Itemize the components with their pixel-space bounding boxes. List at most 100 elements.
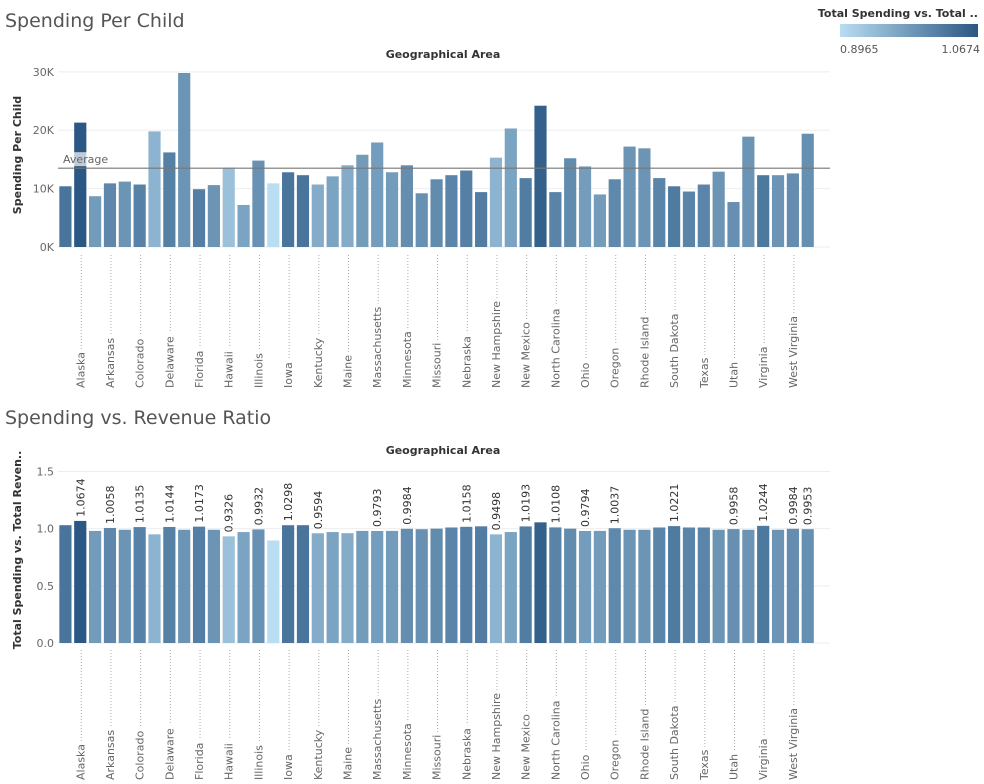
bar	[638, 529, 651, 643]
data-label: 1.0144	[163, 484, 176, 523]
bar	[727, 202, 740, 247]
x-tick-label: Virginia	[757, 347, 770, 388]
bar	[653, 178, 666, 247]
x-tick-label: Delaware	[163, 336, 176, 388]
legend-title: Total Spending vs. Total ..	[818, 7, 978, 20]
data-label: 0.9958	[728, 487, 741, 526]
data-label: 0.9594	[312, 491, 325, 530]
bar	[668, 526, 681, 643]
data-label: 1.0108	[549, 485, 562, 524]
bar	[59, 525, 72, 643]
data-label: 1.0158	[460, 484, 473, 523]
x-tick-label: Nebraska	[460, 728, 473, 780]
x-tick-label: South Dakota	[668, 314, 681, 388]
bar	[742, 529, 755, 643]
bar	[103, 183, 117, 247]
data-label: 0.9498	[490, 492, 503, 531]
bar	[653, 527, 666, 643]
bar	[519, 178, 532, 247]
bar	[89, 530, 102, 643]
bar	[712, 529, 725, 643]
data-label: 0.9793	[371, 488, 384, 527]
x-tick-label: Oregon	[609, 348, 622, 388]
data-label: 0.9984	[401, 486, 414, 525]
x-tick-label: Virginia	[757, 739, 770, 780]
bar	[771, 529, 785, 643]
x-axis-title: Geographical Area	[386, 48, 501, 61]
bar	[534, 522, 547, 643]
bar	[623, 529, 636, 643]
x-tick-label: Florida	[193, 351, 206, 388]
y-axis-title: Spending Per Child	[11, 96, 24, 214]
y-tick-label: 10K	[33, 183, 55, 196]
bar	[801, 529, 814, 643]
x-tick-label: Illinois	[252, 745, 265, 780]
bar	[311, 533, 324, 643]
y-tick-label: 0.0	[37, 637, 55, 650]
x-tick-label: Arkansas	[104, 338, 117, 388]
x-tick-label: Alaska	[74, 352, 87, 388]
bar	[682, 191, 696, 247]
x-tick-label: North Carolina	[549, 308, 562, 388]
bar	[163, 526, 176, 643]
bar	[385, 530, 399, 643]
bar	[742, 136, 755, 247]
x-tick-label: New Mexico	[520, 322, 533, 388]
bar	[549, 527, 562, 643]
bar	[326, 532, 339, 643]
x-tick-label: Kentucky	[312, 729, 325, 780]
x-tick-label: Colorado	[134, 339, 147, 388]
x-tick-label: Nebraska	[460, 336, 473, 388]
bar	[371, 530, 384, 643]
bar	[460, 170, 473, 247]
x-tick-label: West Virginia	[787, 316, 800, 388]
data-label: 0.9953	[802, 487, 815, 526]
reference-label: Average	[63, 153, 108, 166]
legend: Total Spending vs. Total .. 0.8965 1.067…	[818, 7, 980, 56]
bar	[163, 152, 176, 247]
bar	[59, 186, 72, 247]
y-tick-label: 30K	[33, 66, 55, 79]
bar	[252, 529, 265, 643]
x-tick-label: Texas	[698, 749, 711, 781]
bar	[267, 183, 280, 247]
data-label: 0.9326	[223, 494, 236, 533]
bar	[178, 529, 191, 643]
bar	[489, 157, 503, 247]
x-tick-label: Iowa	[282, 362, 295, 388]
x-tick-label: New Hampshire	[490, 301, 503, 388]
data-label: 1.0173	[193, 484, 206, 523]
y-tick-label: 1.0	[37, 523, 55, 536]
bar	[148, 131, 161, 247]
x-tick-label: Missouri	[431, 343, 444, 388]
bar	[371, 142, 384, 247]
bar	[638, 148, 651, 247]
bar	[578, 530, 592, 643]
bar	[133, 527, 146, 643]
data-label: 0.9932	[252, 487, 265, 526]
x-tick-label: New Mexico	[520, 714, 533, 780]
bar	[593, 194, 606, 247]
bar	[192, 526, 206, 643]
chart-title: Spending vs. Revenue Ratio	[5, 407, 271, 429]
bar	[118, 181, 131, 247]
bar	[356, 154, 369, 247]
bar	[771, 175, 785, 247]
y-axis-title: Total Spending vs. Total Reven..	[11, 451, 24, 650]
legend-min: 0.8965	[840, 43, 879, 56]
bar	[415, 529, 428, 643]
bar	[445, 175, 458, 247]
bar	[786, 173, 799, 247]
x-tick-label: Hawaii	[223, 743, 236, 780]
bar	[608, 528, 621, 643]
bar	[311, 184, 324, 247]
bar	[237, 204, 250, 247]
bar	[222, 167, 235, 247]
data-label: 1.0193	[520, 484, 533, 523]
bar	[356, 530, 369, 643]
x-tick-label: Rhode Island	[638, 709, 651, 780]
bar	[519, 526, 532, 643]
x-tick-label: Utah	[728, 754, 741, 780]
bar	[682, 527, 696, 643]
x-tick-label: Texas	[698, 357, 711, 389]
